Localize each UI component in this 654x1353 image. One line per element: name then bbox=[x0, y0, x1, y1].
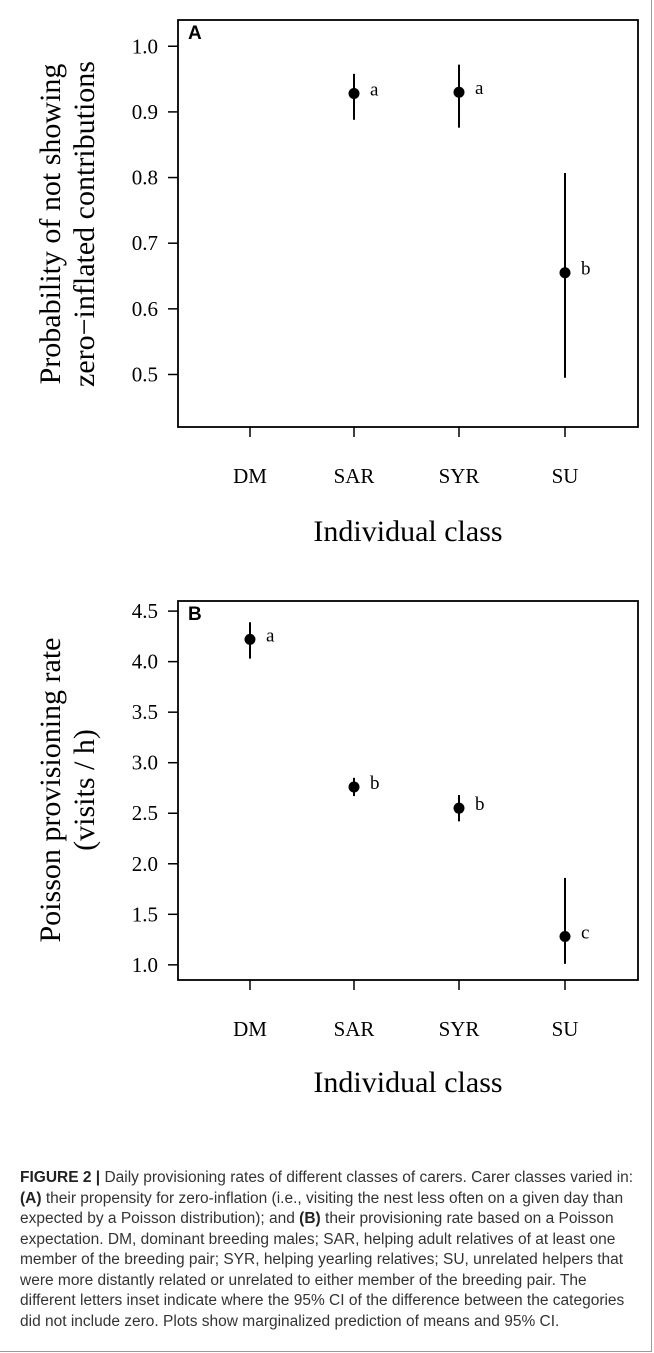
significance-letter: b bbox=[581, 259, 591, 280]
y-tick-label: 3.5 bbox=[132, 700, 158, 724]
x-axis-label: Individual class bbox=[313, 515, 502, 548]
figure-caption: FIGURE 2 | Daily provisioning rates of d… bbox=[20, 1168, 645, 1332]
data-point bbox=[348, 88, 360, 100]
caption-text-1: Daily provisioning rates of different cl… bbox=[100, 1169, 634, 1186]
caption-label: FIGURE 2 | bbox=[20, 1169, 101, 1186]
y-tick-label: 2.5 bbox=[132, 801, 158, 825]
chart-panel-a: A 0.5 0.6 0.7 0.8 0.9 1.0 DM SAR SYR SU Individual … bbox=[34, 19, 639, 548]
y-axis-label-line1: Probability of not showing bbox=[34, 64, 67, 385]
caption-ref-b: (B) bbox=[299, 1210, 321, 1227]
y-axis-label-line1: Poisson provisioning rate bbox=[34, 638, 67, 943]
x-tick-label: DM bbox=[233, 1017, 267, 1041]
plot-frame bbox=[177, 19, 639, 428]
y-axis-label-line2: zero−inflated contributions bbox=[68, 61, 101, 387]
y-tick-label: 4.0 bbox=[132, 650, 158, 674]
x-tick-label: SYR bbox=[439, 1017, 480, 1041]
y-axis-label-line2: (visits / h) bbox=[68, 729, 101, 851]
x-tick-label: SU bbox=[552, 1017, 579, 1041]
y-tick-label: 0.9 bbox=[132, 100, 158, 124]
x-tick-label: SAR bbox=[334, 464, 375, 488]
significance-letter: c bbox=[581, 923, 589, 944]
plot-frame bbox=[177, 600, 639, 981]
data-point bbox=[453, 802, 465, 814]
y-tick-label: 4.5 bbox=[132, 599, 158, 623]
chart-panel-b: B 1.0 1.5 2.0 2.5 3.0 3.5 4.0 4.5 DM SAR SYR SU Indiv… bbox=[34, 599, 639, 1099]
significance-letter: a bbox=[475, 78, 484, 99]
panel-label: A bbox=[188, 23, 202, 44]
data-point bbox=[244, 633, 256, 645]
data-point bbox=[559, 267, 571, 279]
y-tick-label: 1.5 bbox=[132, 902, 158, 926]
panel-label: B bbox=[188, 604, 202, 625]
significance-letter: a bbox=[266, 625, 275, 646]
y-tick-label: 0.8 bbox=[132, 166, 158, 190]
y-tick-label: 0.6 bbox=[132, 297, 158, 321]
x-tick-label: SU bbox=[552, 464, 579, 488]
data-point bbox=[453, 86, 465, 98]
caption-ref-a: (A) bbox=[20, 1189, 42, 1207]
data-point bbox=[559, 931, 571, 943]
x-tick-label: SYR bbox=[439, 464, 480, 488]
caption-text-3: their provisioning rate based on a Poiss… bbox=[20, 1210, 625, 1330]
caption-text-2: their propensity for zero-inflation (i.e… bbox=[20, 1189, 624, 1228]
significance-letter: a bbox=[370, 80, 379, 101]
y-tick-label: 1.0 bbox=[132, 953, 158, 977]
y-tick-label: 0.5 bbox=[132, 362, 158, 386]
y-tick-label: 3.0 bbox=[132, 751, 158, 775]
x-axis-label: Individual class bbox=[313, 1066, 502, 1099]
y-tick-label: 0.7 bbox=[132, 231, 158, 255]
x-tick-label: DM bbox=[233, 464, 267, 488]
y-tick-label: 2.0 bbox=[132, 852, 158, 876]
y-tick-label: 1.0 bbox=[132, 34, 158, 58]
x-tick-label: SAR bbox=[334, 1017, 375, 1041]
data-point bbox=[348, 781, 360, 793]
significance-letter: b bbox=[370, 773, 380, 794]
significance-letter: b bbox=[475, 794, 485, 815]
